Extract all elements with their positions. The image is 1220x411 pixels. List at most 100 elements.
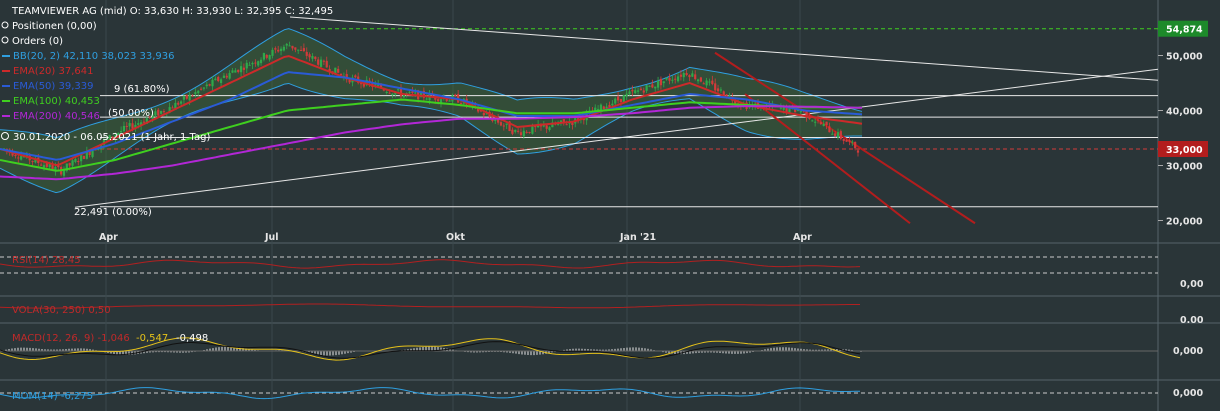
candle-body bbox=[445, 98, 448, 102]
candle-body bbox=[625, 93, 628, 97]
candle-body bbox=[168, 107, 171, 113]
candle-body bbox=[171, 107, 174, 109]
candle-body bbox=[174, 102, 177, 110]
candle-body bbox=[639, 88, 643, 91]
high-price-label: 54,874 bbox=[1166, 25, 1203, 36]
candle-body bbox=[111, 136, 114, 138]
candle-body bbox=[391, 93, 394, 96]
candle-body bbox=[162, 111, 166, 113]
candle-body bbox=[31, 160, 34, 162]
candle-body bbox=[822, 123, 825, 126]
candle-body bbox=[305, 51, 308, 56]
rsi-axis-label: 0,00 bbox=[1180, 279, 1204, 290]
candle-body bbox=[374, 84, 377, 86]
candle-body bbox=[842, 138, 845, 141]
candle-body bbox=[828, 126, 831, 133]
candle-body bbox=[354, 75, 357, 78]
legend-label: BB(20, 2) 42,110 38,023 33,936 bbox=[13, 51, 174, 62]
candle-body bbox=[328, 68, 331, 72]
candle-body bbox=[199, 88, 203, 90]
candle-body bbox=[425, 98, 428, 100]
last-price-label: 33,000 bbox=[1166, 145, 1203, 156]
candle-body bbox=[348, 78, 351, 83]
candle-body bbox=[302, 48, 305, 52]
candle-body bbox=[437, 99, 440, 102]
candle-body bbox=[702, 83, 705, 85]
candle-body bbox=[431, 94, 434, 97]
candle-body bbox=[54, 166, 57, 171]
candle-body bbox=[679, 74, 683, 77]
candle-body bbox=[80, 154, 83, 162]
candle-body bbox=[399, 88, 403, 97]
candle-body bbox=[134, 124, 137, 129]
candle-body bbox=[497, 118, 500, 123]
candle-body bbox=[117, 132, 120, 135]
x-tick-label: Okt bbox=[446, 232, 465, 243]
candle-body bbox=[68, 163, 71, 166]
candle-body bbox=[145, 118, 148, 124]
candle-body bbox=[205, 84, 208, 87]
candle-body bbox=[414, 92, 417, 94]
last-price-badge bbox=[1158, 141, 1208, 157]
y-tick-label: 20,000 bbox=[1166, 217, 1203, 228]
candle-body bbox=[796, 110, 800, 112]
candle-body bbox=[239, 66, 243, 73]
candle-body bbox=[248, 64, 251, 66]
candle-body bbox=[651, 84, 654, 88]
candle-body bbox=[799, 111, 802, 113]
candle-body bbox=[788, 106, 791, 113]
candle-body bbox=[422, 90, 425, 98]
candle-body bbox=[325, 60, 328, 68]
candle-body bbox=[379, 84, 383, 89]
candle-body bbox=[719, 89, 723, 91]
candle-body bbox=[705, 80, 708, 86]
candle-body bbox=[482, 113, 485, 116]
candle-body bbox=[599, 104, 603, 111]
candle-body bbox=[202, 87, 206, 89]
candle-body bbox=[845, 139, 848, 142]
candle-body bbox=[645, 85, 648, 91]
candle-body bbox=[222, 75, 226, 78]
candle-body bbox=[337, 68, 340, 73]
mom-axis-label: 0,000 bbox=[1173, 388, 1203, 399]
candle-body bbox=[257, 61, 260, 66]
candle-body bbox=[97, 148, 100, 150]
candle-body bbox=[402, 94, 405, 98]
candle-body bbox=[148, 116, 151, 118]
candle-body bbox=[602, 106, 605, 109]
legend-label: EMA(20) 37,641 bbox=[13, 66, 93, 77]
candle-body bbox=[688, 75, 691, 78]
candle-body bbox=[836, 132, 840, 138]
candle-body bbox=[805, 110, 808, 118]
candle-body bbox=[279, 48, 283, 51]
candle-body bbox=[85, 150, 88, 159]
candle-body bbox=[359, 83, 363, 85]
candle-body bbox=[234, 70, 237, 73]
mom-line bbox=[0, 387, 860, 400]
candle-body bbox=[782, 106, 785, 110]
ema-line bbox=[0, 98, 863, 172]
candle-body bbox=[716, 88, 720, 92]
candle-body bbox=[819, 122, 822, 125]
candle-body bbox=[57, 164, 60, 168]
candle-body bbox=[814, 121, 817, 123]
candle-body bbox=[459, 102, 463, 104]
candle-body bbox=[831, 133, 834, 135]
candle-body bbox=[74, 158, 77, 162]
candle-body bbox=[674, 78, 677, 80]
candle-body bbox=[522, 130, 525, 137]
candle-body bbox=[785, 105, 788, 112]
candle-body bbox=[448, 100, 451, 102]
candle-body bbox=[794, 109, 797, 113]
y-tick-label: 40,000 bbox=[1166, 107, 1203, 118]
vola-axis-label: 0.00 bbox=[1180, 315, 1204, 326]
candle-body bbox=[265, 54, 268, 58]
candle-body bbox=[471, 103, 474, 105]
candle-body bbox=[531, 125, 534, 134]
low-label: 22,491 (0.00%) bbox=[74, 207, 152, 218]
candle-body bbox=[548, 127, 551, 130]
candle-body bbox=[251, 62, 254, 65]
candle-body bbox=[388, 92, 391, 94]
